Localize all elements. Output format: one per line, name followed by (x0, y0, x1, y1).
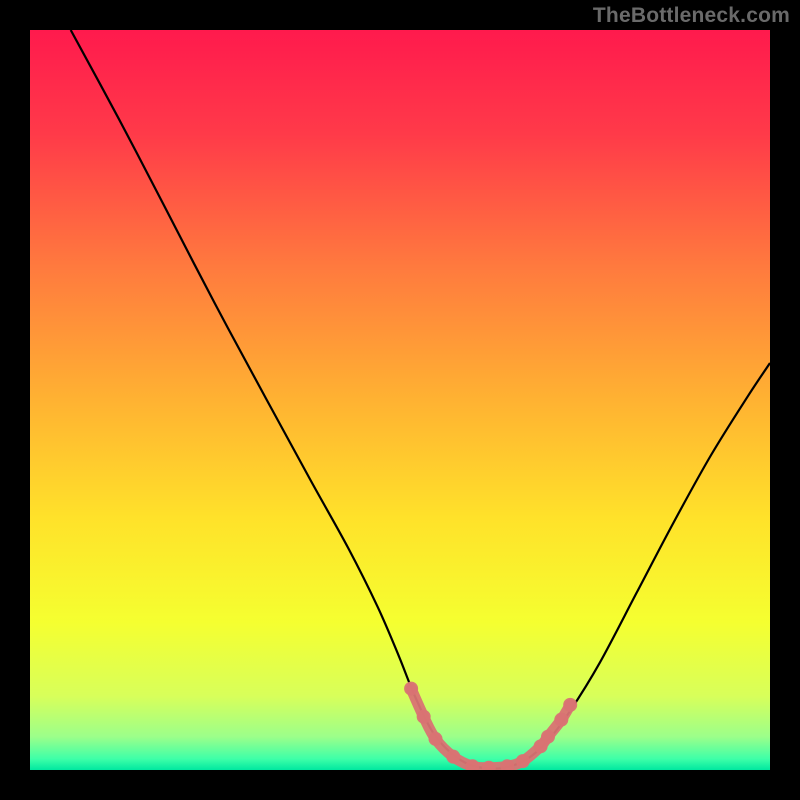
marker-band (411, 689, 570, 768)
curve-layer (30, 30, 770, 770)
marker-dot (429, 732, 443, 746)
marker-dot (541, 730, 555, 744)
marker-dot (482, 761, 496, 770)
marker-dot (404, 682, 418, 696)
chart-outer-frame: TheBottleneck.com (0, 0, 800, 800)
marker-dot (417, 710, 431, 724)
watermark-text: TheBottleneck.com (593, 4, 790, 28)
bottleneck-curve (71, 30, 770, 769)
marker-dot (446, 750, 460, 764)
marker-dot (554, 713, 568, 727)
marker-dot (563, 698, 577, 712)
marker-dot (516, 754, 530, 768)
plot-area (30, 30, 770, 770)
